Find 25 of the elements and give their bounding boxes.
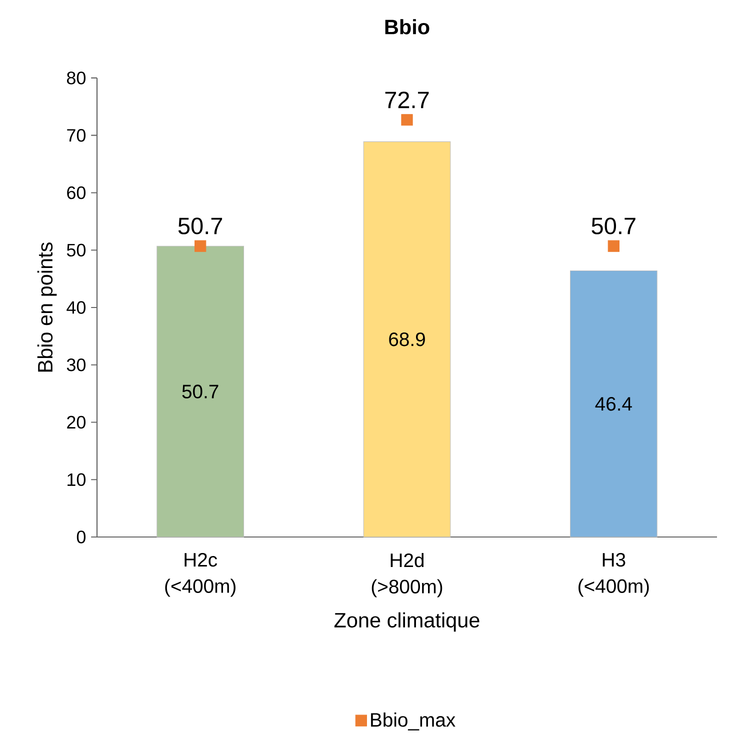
data-label: 68.9 (389, 332, 425, 346)
y-tick-label: 30 (66, 358, 86, 372)
bar (363, 141, 451, 538)
y-tick-label: 10 (68, 473, 86, 486)
y-tick-label: 40 (66, 301, 86, 314)
data-label: 46.4 (595, 397, 632, 411)
x-tick-label: H3 (<400m) (578, 552, 649, 597)
data-label: 50.7 (592, 218, 636, 234)
x-tick-label: H2d (>800m) (372, 552, 442, 598)
y-tick-label: 50 (66, 244, 86, 256)
y-axis-title: Bbio en points (37, 242, 57, 372)
legend-label: Bbio_max (371, 712, 456, 730)
x-axis-title: Zone climatique (334, 612, 480, 632)
y-tick-label: 80 (66, 72, 86, 84)
data-label: 50.7 (178, 218, 222, 234)
data-label: 50.7 (182, 384, 218, 398)
bar (570, 270, 658, 538)
bar (156, 246, 244, 538)
y-tick-label: 70 (67, 128, 86, 142)
y-tick-label: 20 (67, 416, 86, 429)
y-tick-label: 60 (67, 186, 86, 200)
chart-title: Bbio (385, 19, 430, 34)
y-tick-label: 0 (76, 530, 86, 544)
x-tick-label: H2c (<400m) (165, 552, 236, 597)
data-label: 72.7 (385, 92, 429, 108)
